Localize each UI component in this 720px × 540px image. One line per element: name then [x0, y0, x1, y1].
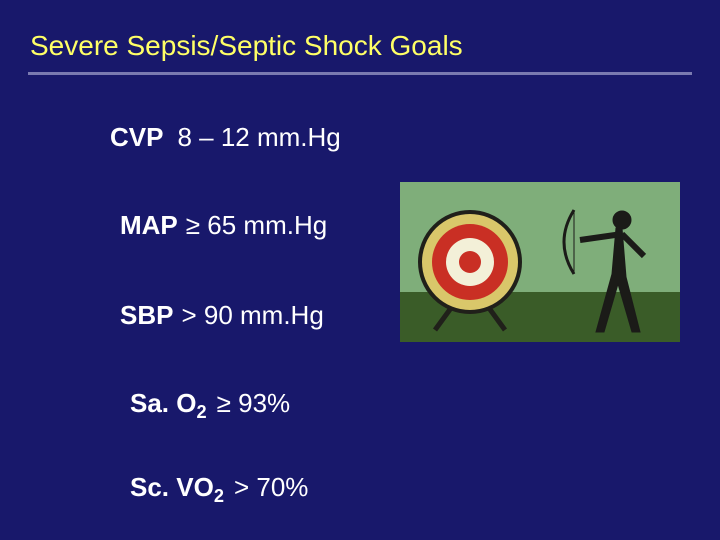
target-archer-image [400, 182, 680, 342]
goal-value: > 70% [234, 472, 308, 502]
goal-label: Sc. VO2 [130, 472, 224, 502]
goal-item: Sc. VO2 > 70% [130, 472, 308, 507]
goal-value: ≥ 65 mm.Hg [186, 210, 327, 240]
goal-item: CVP 8 – 12 mm.Hg [110, 122, 341, 153]
goal-label: SBP [120, 300, 173, 330]
goal-item: SBP > 90 mm.Hg [120, 300, 324, 331]
goal-item: MAP ≥ 65 mm.Hg [120, 210, 327, 241]
slide: Severe Sepsis/Septic Shock Goals CVP 8 – … [0, 0, 720, 540]
goal-value: 8 – 12 mm.Hg [177, 122, 340, 152]
goal-label-sub: 2 [214, 486, 224, 506]
goal-label: Sa. O2 [130, 388, 207, 418]
goal-label-sub: 2 [196, 402, 206, 422]
title-underline [28, 72, 692, 75]
goal-item: Sa. O2 ≥ 93% [130, 388, 290, 423]
goal-value: ≥ 93% [217, 388, 291, 418]
goal-value: > 90 mm.Hg [181, 300, 323, 330]
goal-label: MAP [120, 210, 178, 240]
target-archer-svg [400, 182, 680, 342]
slide-title: Severe Sepsis/Septic Shock Goals [30, 30, 463, 62]
goal-label: CVP [110, 122, 163, 152]
slide-title-text: Severe Sepsis/Septic Shock Goals [30, 30, 463, 61]
